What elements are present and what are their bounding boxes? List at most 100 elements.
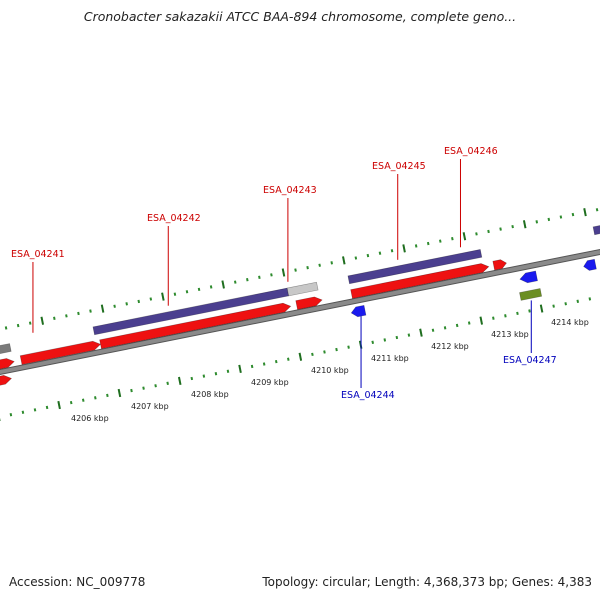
gene-arrow-forward [295,296,323,310]
lower-scale-tick [166,381,169,386]
lower-scale-tick [298,352,303,361]
upper-scale-tick [294,268,297,272]
upper-scale-tick [390,249,394,253]
upper-scale-tick [270,273,273,277]
lower-scale-tick [516,311,519,316]
upper-scale-tick [113,304,116,308]
lower-scale-tick [142,386,145,390]
lower-scale-tick [311,352,314,357]
upper-scale-tick [462,232,467,241]
lower-scale-tick [21,410,25,414]
upper-scale-tick [330,261,334,265]
lower-scale-tick [552,304,555,308]
gene-label[interactable]: ESA_04243 [263,185,317,196]
upper-scale-tick [40,316,45,325]
lower-scale-tick [504,314,507,318]
upper-scale-tick [354,256,358,260]
upper-scale-tick [583,208,587,217]
feature-bar-grey [0,343,12,354]
upper-scale-tick [77,311,80,316]
lower-scale-tick [214,372,218,376]
lower-scale-tick [395,335,399,340]
scale-label: 4211 kbp [371,354,409,363]
lower-scale-tick [287,357,290,361]
upper-scale-tick [125,302,128,306]
gene-label[interactable]: ESA_04246 [444,146,498,157]
lower-scale-tick [588,297,592,301]
gene-label[interactable]: ESA_04247 [503,355,557,366]
upper-scale-tick [402,244,406,253]
upper-scale-tick [28,321,32,325]
upper-scale-tick [173,292,177,296]
scale-label: 4212 kbp [431,342,469,351]
lower-scale-tick [57,400,61,410]
gene-arrow-forward [0,375,13,386]
upper-scale-tick [559,215,563,219]
scale-label: 4207 kbp [131,402,169,411]
upper-scale-tick [595,208,599,212]
gene-arrow-forward [19,340,102,365]
upper-scale-tick [221,280,225,289]
lower-scale-tick [335,347,338,352]
topology-text: Topology: circular; Length: 4,368,373 bp… [262,575,592,589]
scale-label: 4209 kbp [251,378,289,387]
lower-scale-tick [130,388,133,393]
upper-scale-tick [426,241,430,246]
gene-arrow-forward [99,302,292,350]
upper-scale-tick [487,229,490,234]
upper-scale-tick [414,244,418,248]
accession-text: Accession: NC_009778 [9,575,146,589]
lower-scale-tick [431,328,435,332]
gene-arrow-forward [492,259,507,271]
gene-label[interactable]: ESA_04244 [341,390,395,401]
scale-label: 4206 kbp [71,414,109,423]
lower-scale-tick [177,376,182,386]
cds-bar-forward [347,249,483,285]
scale-label: 4214 kbp [551,318,589,327]
lower-scale-tick [383,338,387,342]
cds-bar-forward [592,225,600,236]
scale-label: 4208 kbp [191,390,229,399]
upper-scale-tick [100,304,105,313]
lower-scale-tick [33,408,37,412]
upper-scale-tick [511,224,514,229]
upper-scale-tick [16,323,20,328]
scale-label: 4210 kbp [311,366,349,375]
lower-scale-tick [94,396,97,400]
lower-scale-tick [419,328,423,337]
lower-scale-tick [250,364,254,369]
lower-scale-tick [467,321,471,325]
gene-label[interactable]: ESA_04245 [372,161,426,172]
upper-scale-tick [342,256,346,265]
upper-scale-tick [547,217,551,222]
upper-scale-tick [233,280,237,284]
lower-scale-tick [479,316,484,325]
lower-scale-tick [407,333,411,337]
gene-label[interactable]: ESA_04241 [11,249,65,260]
upper-scale-tick [65,314,68,318]
upper-scale-tick [522,220,527,229]
lower-scale-tick [274,359,278,364]
gene-arrow-forward [350,263,490,299]
lower-scale-tick [443,326,447,330]
upper-scale-tick [535,220,539,224]
gene-label[interactable]: ESA_04242 [147,213,201,224]
pseudo-bar [286,281,319,297]
upper-scale-tick [53,316,56,320]
lower-scale-tick [323,350,326,354]
lower-scale-tick [190,376,194,381]
lower-scale-tick [81,398,85,402]
gene-arrow-reverse [519,270,538,284]
lower-scale-tick [154,384,157,388]
upper-scale-tick [306,265,309,270]
upper-scale-tick [439,239,442,243]
upper-scale-tick [378,251,382,255]
upper-scale-tick [161,292,165,301]
lower-scale-tick [576,299,580,303]
lower-scale-tick [9,413,13,417]
lower-scale-tick [564,302,567,306]
upper-scale-tick [499,227,502,231]
upper-scale-tick [4,326,8,330]
backbone-line [0,249,600,375]
